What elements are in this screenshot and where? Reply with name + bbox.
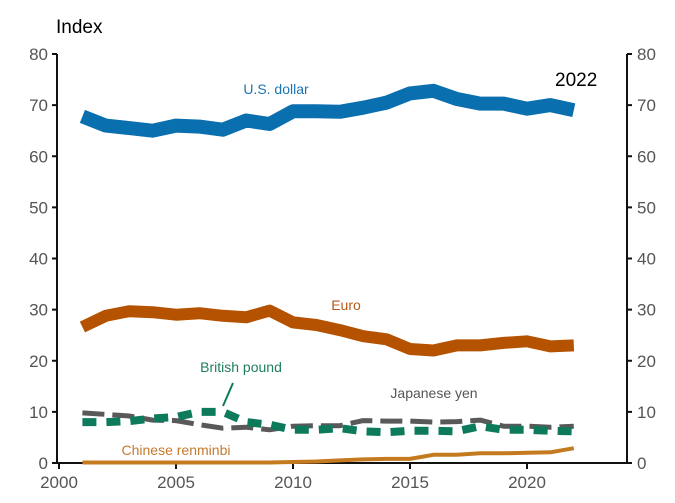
x-tick-label: 2005 <box>157 473 195 492</box>
series-line-u-s-dollar <box>79 83 576 138</box>
series-lines <box>79 83 576 465</box>
y-tick-label-right: 50 <box>637 198 656 217</box>
y-tick-label-left: 60 <box>29 147 48 166</box>
y-axis-title: Index <box>56 17 103 38</box>
x-tick-label: 2010 <box>274 473 312 492</box>
y-tick-label-left: 20 <box>29 352 48 371</box>
y-tick-label-right: 70 <box>637 96 656 115</box>
series-line-chinese-renminbi <box>82 446 575 465</box>
series-labels: U.S. dollar Euro British pound Japanese yen… <box>122 81 478 458</box>
y-tick-label-right: 30 <box>637 301 656 320</box>
y-tick-label-left: 10 <box>29 403 48 422</box>
y-tick-label-right: 80 <box>637 45 656 64</box>
y-tick-label-right: 10 <box>637 403 656 422</box>
series-label: Euro <box>331 297 361 313</box>
y-tick-label-left: 40 <box>29 250 48 269</box>
annotation-2022: 2022 <box>555 70 597 91</box>
y-tick-label-left: 80 <box>29 45 48 64</box>
series-label: U.S. dollar <box>243 81 309 97</box>
y-tick-label-right: 0 <box>637 454 646 473</box>
y-tick-label-left: 70 <box>29 96 48 115</box>
series-label: British pound <box>200 359 282 375</box>
y-tick-label-right: 40 <box>637 250 656 269</box>
series-line-british-pound <box>82 407 574 437</box>
y-tick-label-right: 60 <box>637 147 656 166</box>
british-pound-leader-line <box>222 382 234 407</box>
series-label: Chinese renminbi <box>122 442 231 458</box>
y-tick-label-left: 30 <box>29 301 48 320</box>
x-tick-label: 2000 <box>40 473 78 492</box>
series-label: Japanese yen <box>390 385 477 401</box>
x-tick-label: 2020 <box>508 473 546 492</box>
y-tick-label-left: 0 <box>39 454 48 473</box>
y-tick-label-left: 50 <box>29 198 48 217</box>
x-tick-label: 2015 <box>391 473 429 492</box>
series-line-euro <box>79 304 575 357</box>
y-tick-label-right: 20 <box>637 352 656 371</box>
